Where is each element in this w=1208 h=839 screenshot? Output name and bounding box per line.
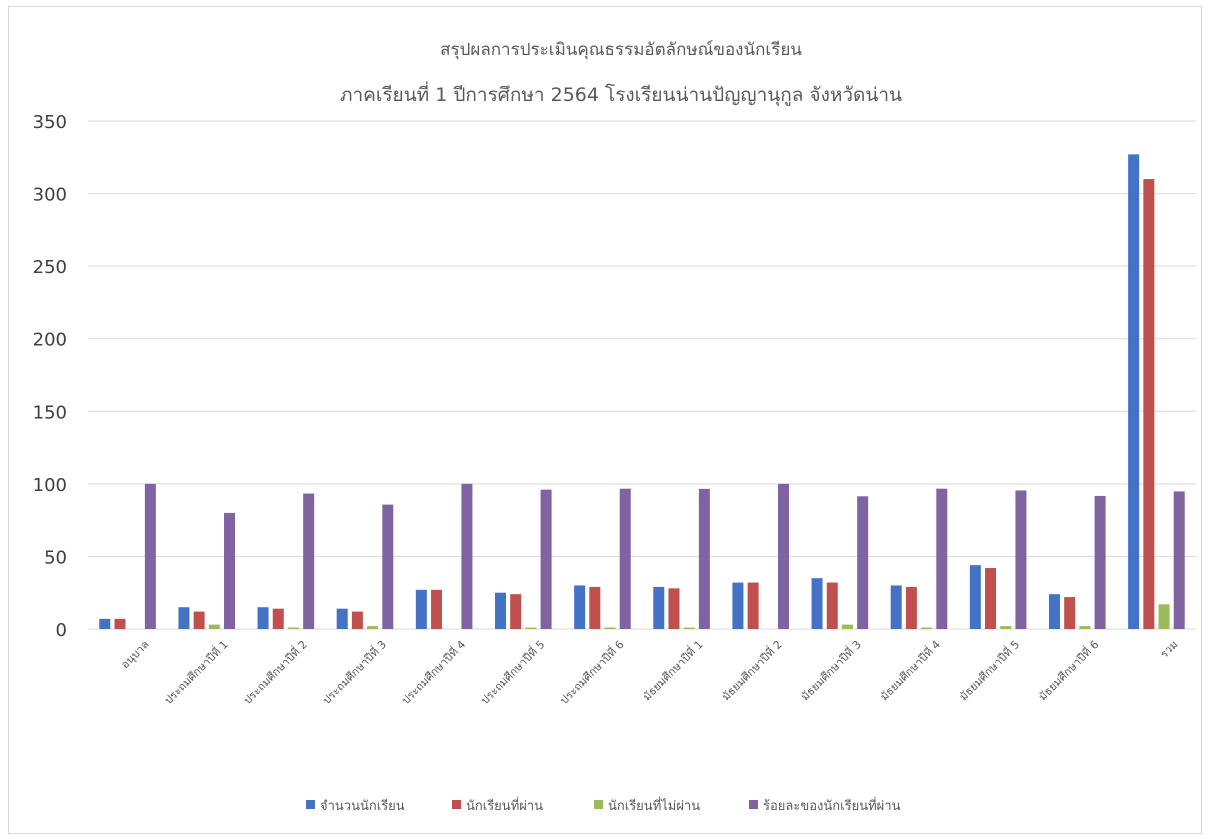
bar bbox=[510, 594, 522, 629]
bar bbox=[1128, 154, 1140, 629]
legend: จำนวนนักเรียน นักเรียนที่ผ่าน นักเรียนที่ไ… bbox=[306, 797, 901, 814]
bar bbox=[351, 611, 363, 629]
legend-label: นักเรียนที่ไม่ผ่าน bbox=[608, 797, 700, 814]
bar bbox=[747, 582, 759, 629]
bar bbox=[1015, 490, 1027, 629]
chart-title-line-1: สรุปผลการประเมินคุณธรรมอัตลักษณ์ของนักเร… bbox=[440, 40, 802, 60]
bar bbox=[367, 626, 379, 629]
x-tick-label: รวม bbox=[1158, 638, 1181, 661]
legend-swatch bbox=[306, 800, 315, 809]
bar bbox=[905, 586, 917, 629]
bar bbox=[257, 607, 269, 629]
legend-label: ร้อยละของนักเรียนที่ผ่าน bbox=[763, 797, 901, 814]
bar bbox=[574, 585, 586, 629]
bar bbox=[303, 493, 315, 629]
bar bbox=[494, 592, 506, 629]
x-tick-label: มัธยมศึกษาปีที่ 6 bbox=[1035, 637, 1102, 704]
y-tick-label: 350 bbox=[33, 112, 67, 133]
bar bbox=[431, 589, 443, 629]
bar bbox=[1064, 597, 1076, 629]
bar bbox=[778, 483, 790, 629]
bar bbox=[272, 608, 284, 629]
x-tick-label: อนุบาล bbox=[118, 638, 151, 671]
bar bbox=[1048, 594, 1060, 629]
bar bbox=[890, 585, 902, 629]
bar bbox=[540, 489, 552, 629]
bar bbox=[193, 611, 205, 629]
bar bbox=[415, 589, 427, 629]
x-tick-label: มัธยมศึกษาปีที่ 1 bbox=[639, 637, 706, 704]
bar bbox=[811, 578, 823, 629]
y-tick-label: 300 bbox=[33, 185, 67, 206]
x-tick-label: ประถมศึกษาปีที่ 2 bbox=[240, 637, 310, 707]
y-tick-label: 0 bbox=[56, 620, 67, 641]
y-tick-label: 100 bbox=[33, 475, 67, 496]
x-tick-label: ประถมศึกษาปีที่ 3 bbox=[319, 637, 389, 707]
bar bbox=[732, 582, 744, 629]
bar bbox=[114, 618, 126, 629]
bar bbox=[985, 568, 997, 629]
bar bbox=[461, 483, 473, 629]
bar bbox=[936, 488, 948, 629]
grid-lines bbox=[88, 120, 1196, 630]
bar bbox=[698, 488, 710, 629]
bar bbox=[144, 483, 156, 629]
y-tick-label: 250 bbox=[33, 257, 67, 278]
bar bbox=[178, 607, 190, 629]
bar bbox=[1000, 626, 1012, 629]
bars bbox=[99, 154, 1185, 630]
bar bbox=[1143, 179, 1155, 630]
bar bbox=[619, 488, 631, 629]
legend-label: นักเรียนที่ผ่าน bbox=[466, 797, 543, 814]
bar bbox=[841, 624, 853, 629]
bar bbox=[668, 588, 680, 629]
bar bbox=[99, 618, 111, 629]
x-tick-label: ประถมศึกษาปีที่ 1 bbox=[160, 637, 230, 707]
x-tick-label: มัธยมศึกษาปีที่ 5 bbox=[955, 637, 1022, 704]
legend-swatch bbox=[594, 800, 603, 809]
chart-title-line-2: ภาคเรียนที่ 1 ปีการศึกษา 2564 โรงเรียนน่… bbox=[340, 81, 902, 107]
bar bbox=[969, 565, 981, 629]
bar bbox=[224, 512, 236, 629]
bar bbox=[1173, 491, 1185, 629]
bar bbox=[921, 627, 933, 629]
chart-frame: สรุปผลการประเมินคุณธรรมอัตลักษณ์ของนักเร… bbox=[8, 6, 1202, 834]
bar bbox=[857, 496, 869, 629]
x-tick-label: ประถมศึกษาปีที่ 4 bbox=[398, 637, 468, 707]
bar bbox=[382, 504, 394, 629]
bar bbox=[826, 582, 838, 629]
bar bbox=[589, 586, 601, 629]
x-tick-label: มัธยมศึกษาปีที่ 2 bbox=[718, 637, 785, 704]
y-axis-ticks: 0 50 100 150 200 250 300 350 bbox=[33, 112, 67, 641]
bar bbox=[1094, 495, 1106, 629]
bar bbox=[287, 627, 299, 629]
bar bbox=[683, 627, 695, 629]
x-tick-label: ประถมศึกษาปีที่ 5 bbox=[477, 637, 547, 707]
y-tick-label: 50 bbox=[44, 547, 67, 568]
bar bbox=[336, 608, 348, 629]
x-tick-label: มัธยมศึกษาปีที่ 3 bbox=[797, 637, 864, 704]
x-axis-ticks: อนุบาล ประถมศึกษาปีที่ 1 ประถมศึกษาปีที่ 2… bbox=[118, 637, 1180, 707]
y-tick-label: 200 bbox=[33, 330, 67, 351]
legend-swatch bbox=[749, 800, 758, 809]
legend-swatch bbox=[452, 800, 461, 809]
x-tick-label: ประถมศึกษาปีที่ 6 bbox=[556, 637, 626, 707]
bar bbox=[604, 627, 616, 629]
bar bbox=[653, 586, 665, 629]
bar bbox=[525, 627, 537, 629]
bar bbox=[1079, 626, 1091, 629]
bar-chart: สรุปผลการประเมินคุณธรรมอัตลักษณ์ของนักเร… bbox=[33, 40, 1196, 814]
x-tick-label: มัธยมศึกษาปีที่ 4 bbox=[876, 637, 943, 704]
bar bbox=[1158, 604, 1170, 629]
legend-label: จำนวนนักเรียน bbox=[320, 798, 405, 814]
bar bbox=[208, 624, 220, 629]
y-tick-label: 150 bbox=[33, 402, 67, 423]
